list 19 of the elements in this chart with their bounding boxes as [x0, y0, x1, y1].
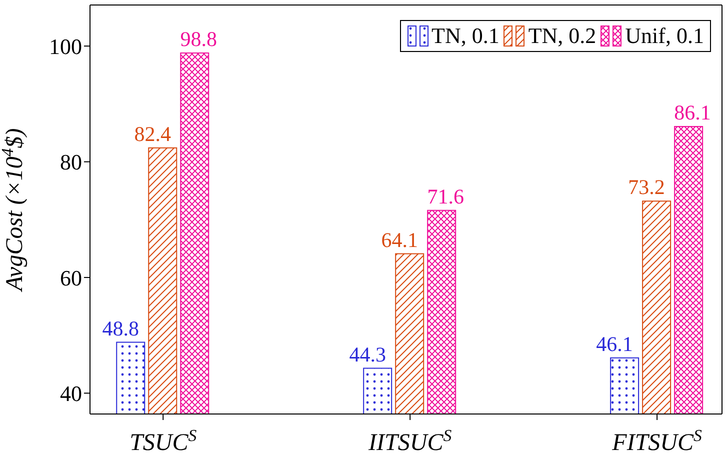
x-tick-label: IITSUC$^{S}$	[368, 426, 452, 456]
legend-label: TN, 0.1	[432, 23, 500, 49]
y-tick-label: 60	[60, 265, 82, 290]
data-label: 48.8	[102, 316, 139, 340]
data-label: 73.2	[628, 175, 665, 200]
data-label: 64.1	[381, 228, 418, 252]
y-tick-label: 40	[60, 380, 82, 406]
x-tick-label: TSUC$^{S}$	[130, 426, 198, 456]
data-label: 98.8	[180, 27, 217, 52]
y-tick-label: 100	[49, 34, 82, 59]
x-tick-label: FITSUC$^{S}$	[611, 426, 703, 456]
data-label: 71.6	[427, 184, 464, 208]
data-label: 46.1	[596, 332, 633, 356]
data-label: 86.1	[674, 100, 711, 124]
data-label: 82.4	[134, 122, 172, 146]
legend-label: Unif, 0.1	[625, 23, 704, 49]
data-label: 44.3	[349, 342, 386, 366]
legend-label: TN, 0.2	[528, 23, 596, 49]
y-tick-label: 80	[60, 150, 82, 175]
